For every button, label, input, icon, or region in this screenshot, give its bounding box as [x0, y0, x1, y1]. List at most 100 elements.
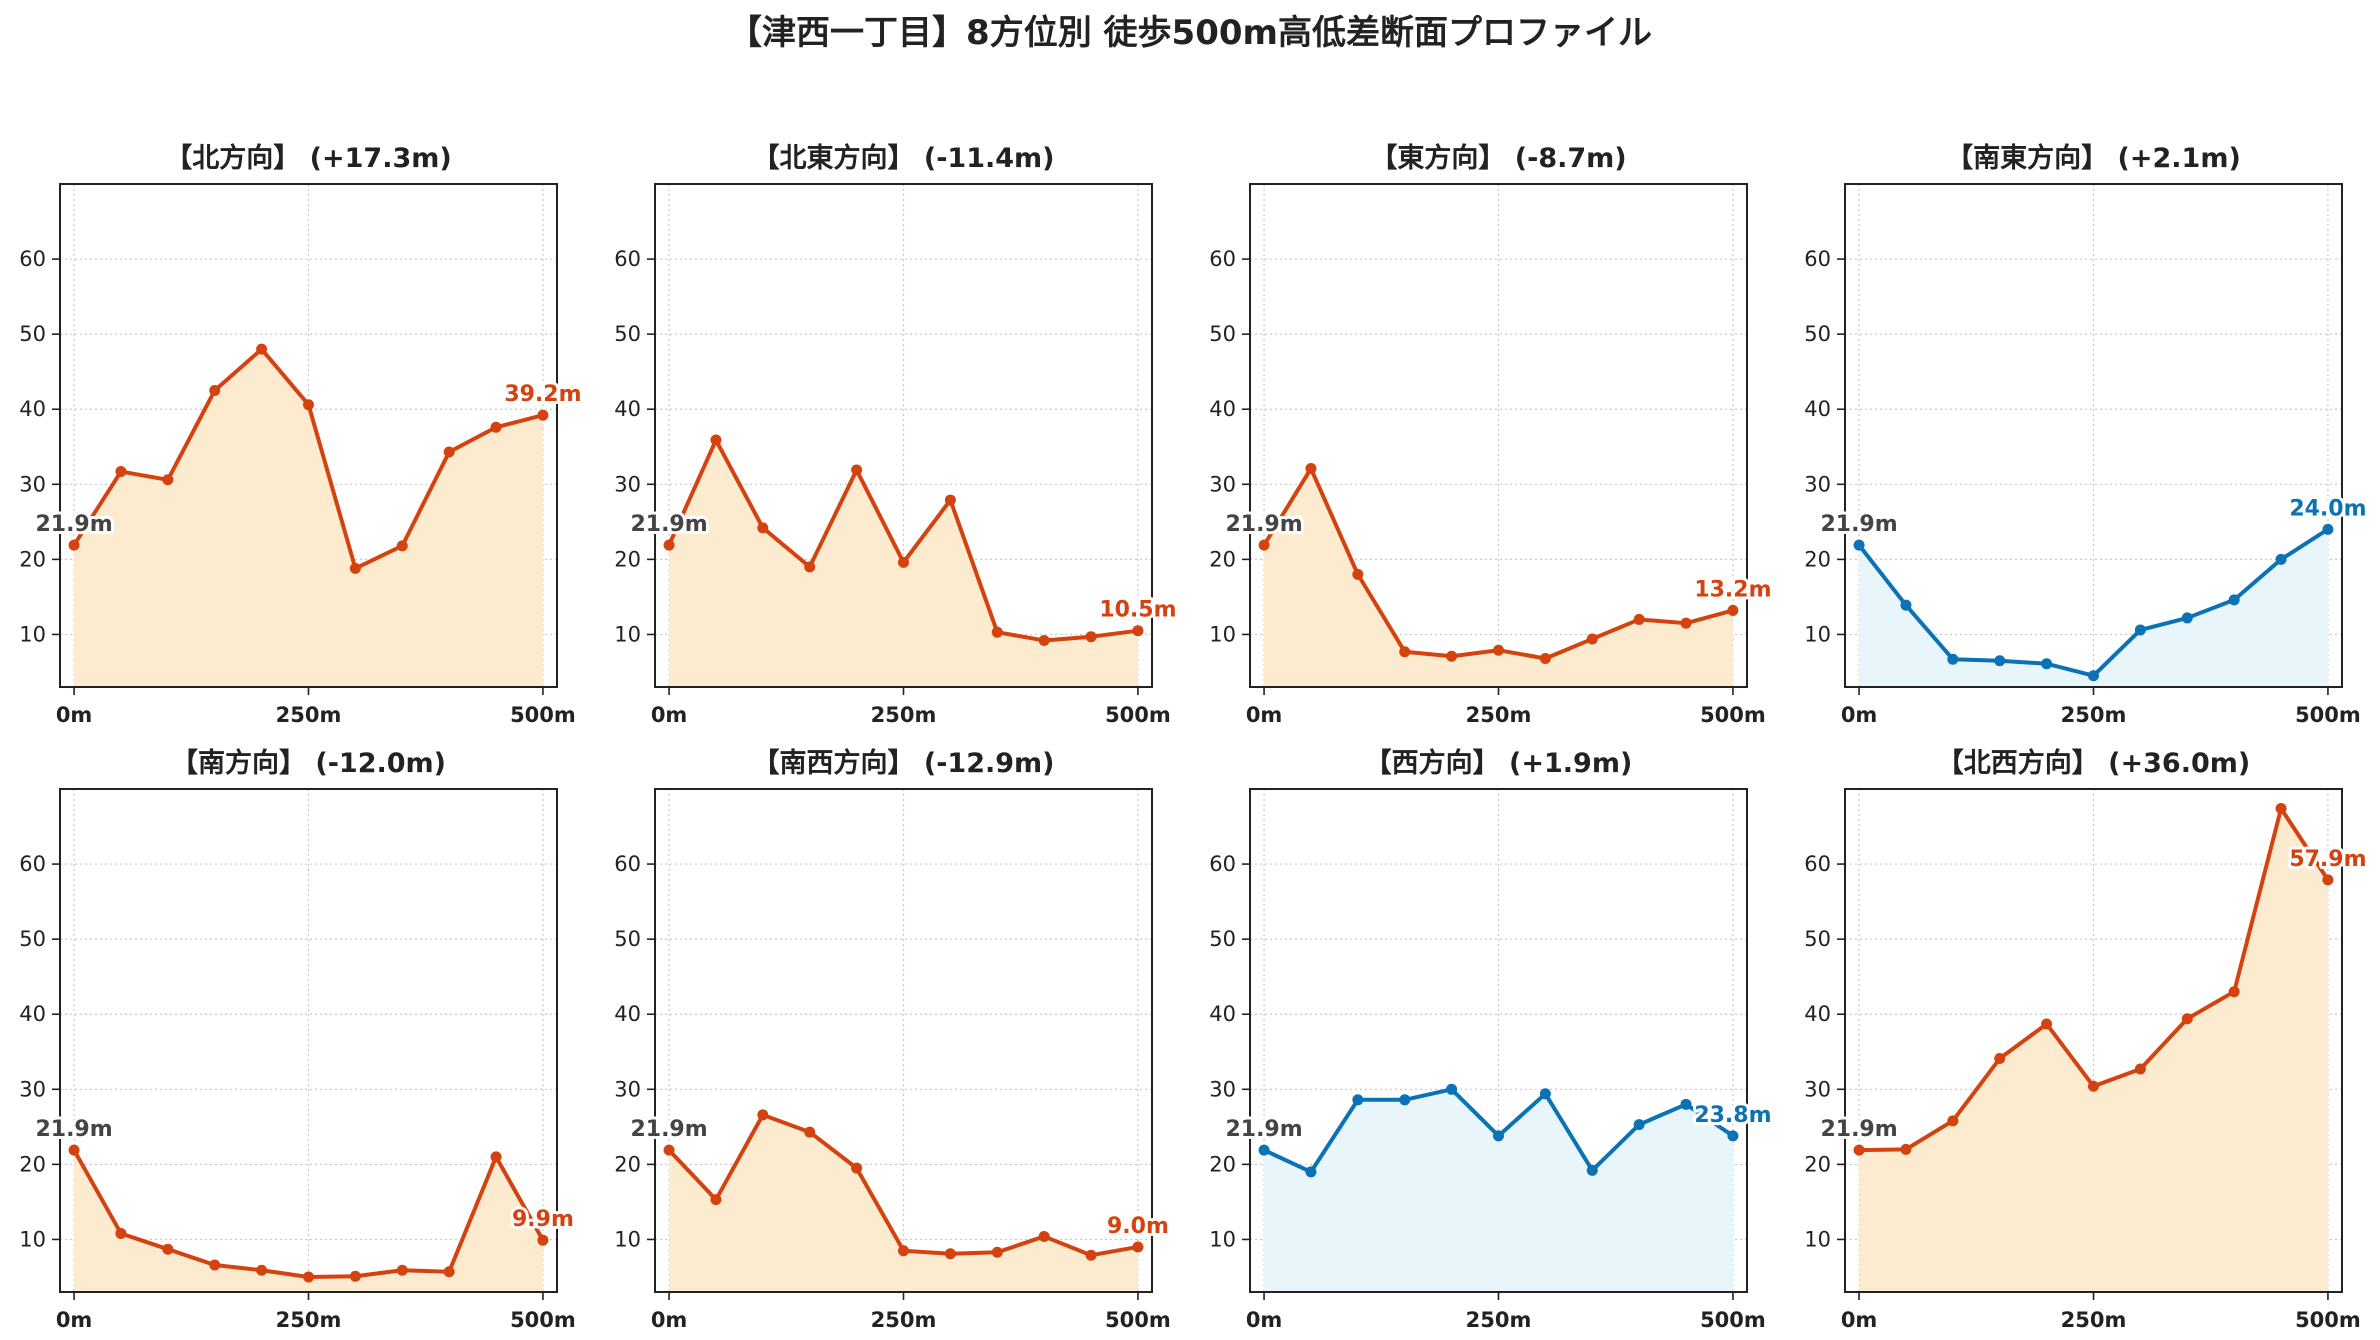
- x-tick-label: 500m: [1105, 1308, 1171, 1332]
- y-tick-label: 50: [614, 322, 641, 346]
- y-tick-label: 10: [1804, 1227, 1831, 1251]
- data-point: [898, 1245, 909, 1257]
- data-point: [1305, 1166, 1317, 1178]
- y-tick-label: 30: [1804, 472, 1831, 496]
- data-point: [2041, 1018, 2053, 1030]
- y-tick-label: 20: [614, 1152, 641, 1176]
- data-point: [757, 522, 769, 534]
- data-point: [1038, 634, 1050, 646]
- x-tick-label: 0m: [651, 1308, 688, 1332]
- y-tick-label: 50: [1804, 927, 1831, 951]
- y-tick-label: 40: [19, 397, 46, 421]
- data-point: [1633, 1119, 1645, 1131]
- y-tick-label: 30: [1209, 472, 1236, 496]
- data-point: [2228, 594, 2240, 606]
- x-tick-label: 500m: [510, 703, 576, 727]
- y-tick-label: 60: [19, 247, 46, 271]
- data-point: [1727, 1130, 1739, 1142]
- y-tick-label: 60: [1209, 247, 1236, 271]
- y-tick-label: 60: [1804, 852, 1831, 876]
- x-tick-label: 250m: [2061, 703, 2127, 727]
- profile-area: [1859, 529, 2328, 687]
- start-elevation-label: 21.9m: [1225, 512, 1302, 537]
- data-point: [303, 1271, 314, 1283]
- data-point: [2322, 523, 2334, 535]
- profile-panel: 【南西方向】 (-12.9m) 10 20 30 40 50 60 0m 250m 500m 21.…: [614, 747, 1172, 1332]
- y-tick-label: 10: [614, 622, 641, 646]
- data-point: [1446, 1083, 1458, 1095]
- data-point: [443, 446, 455, 458]
- start-elevation-label: 21.9m: [1225, 1117, 1302, 1142]
- data-point: [1493, 1130, 1504, 1142]
- x-tick-label: 250m: [276, 703, 342, 727]
- y-tick-label: 20: [1804, 547, 1831, 571]
- data-point: [991, 626, 1003, 638]
- y-tick-label: 50: [19, 927, 46, 951]
- data-point: [1586, 633, 1598, 645]
- data-point: [2181, 1013, 2193, 1025]
- data-point: [804, 1126, 816, 1138]
- data-point: [1258, 539, 1270, 551]
- data-point: [1994, 1053, 2006, 1065]
- y-tick-label: 20: [1209, 547, 1236, 571]
- end-elevation-label: 24.0m: [2289, 496, 2366, 521]
- data-point: [898, 556, 909, 568]
- data-point: [396, 1264, 408, 1276]
- data-point: [2134, 1063, 2146, 1075]
- x-tick-label: 250m: [871, 1308, 937, 1332]
- x-tick-label: 250m: [276, 1308, 342, 1332]
- x-tick-label: 250m: [1466, 1308, 1532, 1332]
- figure-title: 【津西一丁目】8方位別 徒歩500m高低差断面プロファイル: [728, 13, 1652, 53]
- data-point: [256, 343, 268, 355]
- y-tick-label: 60: [19, 852, 46, 876]
- panel-title: 【北西方向】 (+36.0m): [1937, 747, 2250, 779]
- profile-panel: 【東方向】 (-8.7m) 10 20 30 40 50 60 0m 250m 500m 21.9m…: [1209, 142, 1774, 727]
- data-point: [1539, 652, 1551, 664]
- y-tick-label: 20: [614, 547, 641, 571]
- y-tick-label: 30: [614, 1077, 641, 1101]
- data-point: [1539, 1088, 1551, 1100]
- y-tick-label: 50: [1209, 927, 1236, 951]
- y-tick-label: 30: [19, 1077, 46, 1101]
- data-point: [2275, 553, 2287, 565]
- data-point: [2228, 986, 2240, 998]
- end-elevation-label: 23.8m: [1694, 1103, 1771, 1128]
- start-elevation-label: 21.9m: [630, 1117, 707, 1142]
- data-point: [710, 1194, 722, 1206]
- y-tick-label: 60: [614, 852, 641, 876]
- profile-panel: 【北方向】 (+17.3m) 10 20 30 40 50 60 0m 250m 500m 21.9…: [19, 142, 584, 727]
- profile-area: [1264, 1089, 1733, 1292]
- y-tick-label: 60: [1804, 247, 1831, 271]
- data-point: [68, 539, 80, 551]
- data-point: [396, 540, 408, 552]
- y-tick-label: 10: [19, 622, 46, 646]
- y-tick-label: 40: [1804, 397, 1831, 421]
- start-elevation-label: 21.9m: [35, 1117, 112, 1142]
- end-elevation-label: 10.5m: [1099, 598, 1176, 623]
- data-point: [1132, 1241, 1144, 1253]
- panel-title: 【南東方向】 (+2.1m): [1946, 142, 2241, 174]
- data-point: [1352, 1094, 1364, 1106]
- y-tick-label: 10: [1804, 622, 1831, 646]
- data-point: [443, 1266, 455, 1278]
- profile-panel: 【北東方向】 (-11.4m) 10 20 30 40 50 60 0m 250m 500m 21.…: [614, 142, 1179, 727]
- profile-area: [1264, 468, 1733, 687]
- data-point: [209, 1259, 221, 1271]
- start-elevation-label: 21.9m: [1820, 512, 1897, 537]
- x-tick-label: 0m: [56, 1308, 93, 1332]
- x-tick-label: 500m: [1700, 1308, 1766, 1332]
- profile-area: [74, 349, 543, 687]
- data-point: [537, 409, 549, 421]
- x-tick-label: 0m: [651, 703, 688, 727]
- data-point: [944, 494, 956, 506]
- data-point: [1085, 631, 1097, 643]
- y-tick-label: 10: [1209, 622, 1236, 646]
- data-point: [349, 1270, 361, 1282]
- profile-area: [669, 1114, 1138, 1292]
- data-point: [851, 464, 863, 476]
- data-point: [944, 1248, 956, 1260]
- panel-title: 【南西方向】 (-12.9m): [752, 747, 1054, 779]
- data-point: [1085, 1249, 1097, 1261]
